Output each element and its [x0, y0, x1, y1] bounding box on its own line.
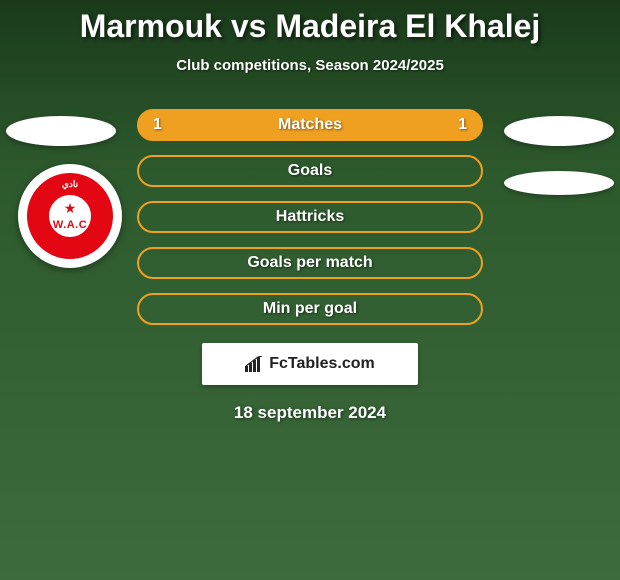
brand-box: FcTables.com [202, 343, 418, 385]
club-logo-acronym: W.A.C [53, 219, 87, 231]
stat-bar: Goals per match [137, 247, 483, 279]
stat-bar: Goals [137, 155, 483, 187]
stat-label: Hattricks [276, 208, 344, 226]
decorative-ellipse-top-right [504, 116, 614, 146]
chart-icon [245, 356, 265, 372]
stat-bar: 1 Matches 1 [137, 109, 483, 141]
club-logo-inner: نادي ★ W.A.C [27, 173, 113, 259]
subtitle: Club competitions, Season 2024/2025 [0, 57, 620, 74]
club-logo-star-icon: ★ [64, 200, 77, 217]
stat-label: Min per goal [263, 300, 357, 318]
stat-value-right: 1 [458, 116, 467, 134]
stat-label: Goals per match [247, 254, 372, 272]
club-logo-arabic-text: نادي [27, 179, 113, 190]
brand-label: FcTables.com [269, 355, 375, 373]
club-logo: نادي ★ W.A.C [18, 164, 122, 268]
decorative-ellipse-bottom-right [504, 171, 614, 195]
stats-area: نادي ★ W.A.C 1 Matches 1 Goals Hattricks Goal… [0, 109, 620, 325]
stat-label: Goals [288, 162, 332, 180]
stat-bar: Min per goal [137, 293, 483, 325]
brand-text: FcTables.com [245, 355, 375, 373]
stat-bar: Hattricks [137, 201, 483, 233]
stat-value-left: 1 [153, 116, 162, 134]
infographic-root: Marmouk vs Madeira El Khalej Club compet… [0, 0, 620, 423]
stat-label: Matches [278, 116, 342, 134]
page-title: Marmouk vs Madeira El Khalej [0, 8, 620, 45]
date-label: 18 september 2024 [0, 403, 620, 423]
decorative-ellipse-top-left [6, 116, 116, 146]
